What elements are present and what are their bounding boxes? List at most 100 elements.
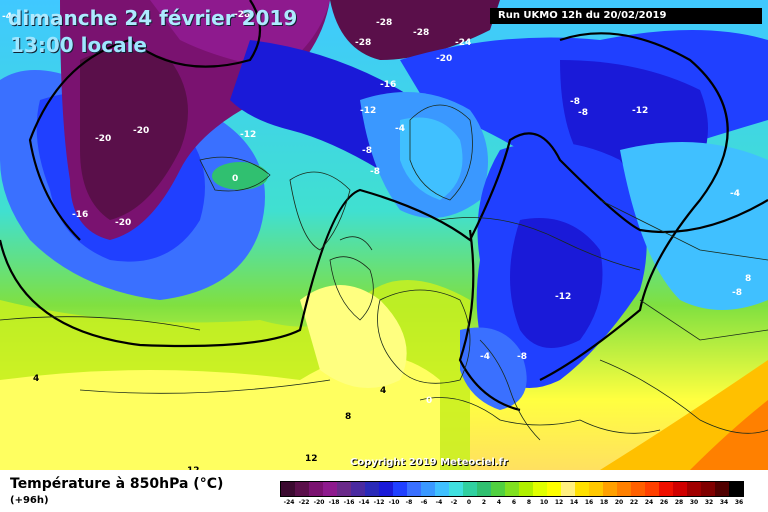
isotherm-label: -12 [632, 106, 648, 116]
isotherm-labels: -4 -28-28-28-28 -24-20-16-12-12-20-20-16-2… [2, 10, 751, 470]
isotherm-label: -20 [115, 218, 131, 228]
color-scale-tick: 28 [674, 499, 684, 506]
color-scale-cell [295, 482, 309, 496]
isotherm-label: -8 [570, 97, 580, 107]
isotherm-label: -28 [355, 38, 371, 48]
color-scale-tick: 14 [569, 499, 579, 506]
color-scale-cell [379, 482, 393, 496]
color-scale-cell [309, 482, 323, 496]
color-scale-cell [435, 482, 449, 496]
color-scale-tick: 8 [526, 499, 532, 506]
isotherm-label: -24 [455, 38, 471, 48]
isotherm-label: 12 [305, 454, 318, 464]
isotherm-label: -28 [413, 28, 429, 38]
color-scale-tick: 16 [584, 499, 594, 506]
color-scale-cell [393, 482, 407, 496]
color-scale-cell [561, 482, 575, 496]
isotherm-label: -20 [95, 134, 111, 144]
color-scale-tick: -6 [420, 499, 428, 506]
isotherm-label: -8 [362, 146, 372, 156]
copyright-label: Copyright 2019 Meteociel.fr [350, 457, 508, 468]
isotherm-label: 8 [745, 274, 751, 284]
color-scale-cell [463, 482, 477, 496]
isotherm-label: -4 [395, 124, 405, 134]
color-scale-tick: -20 [313, 499, 325, 506]
isotherm-label: -16 [72, 210, 88, 220]
color-scale-cell [505, 482, 519, 496]
color-scale-cell [589, 482, 603, 496]
coastlines [0, 104, 768, 441]
color-scale-tick: 22 [629, 499, 639, 506]
color-scale-cell [365, 482, 379, 496]
color-scale-tick: -12 [373, 499, 385, 506]
temperature-map: -4 -28 -28 -28 -28 -24 -20 -16 -12 -12 -20 -20 -16 -2… [0, 0, 768, 470]
color-scale-tick: -22 [298, 499, 310, 506]
color-scale-cell [603, 482, 617, 496]
color-scale-tick: -18 [328, 499, 340, 506]
color-scale-cell [617, 482, 631, 496]
legend-footer: Température à 850hPa (°C) (+96h) -24 -22-… [0, 470, 768, 512]
isotherm-label: 8 [345, 412, 351, 422]
isotherm-label: 0 [426, 396, 432, 406]
isotherm-label: 4 [33, 374, 39, 384]
color-scale-cell [421, 482, 435, 496]
color-scale-cell [323, 482, 337, 496]
color-scale-tick: 24 [644, 499, 654, 506]
color-scale-cell [631, 482, 645, 496]
isotherm-label: -8 [732, 288, 742, 298]
isotherm-label: -4 [480, 352, 490, 362]
isotherm-label: 4 [380, 386, 386, 396]
color-scale-cell [491, 482, 505, 496]
color-scale-cell [477, 482, 491, 496]
isotherm-label: -12 [240, 130, 256, 140]
color-scale-cell [687, 482, 701, 496]
run-info-label: Run UKMO 12h du 20/02/2019 [490, 8, 762, 24]
color-scale-cell [701, 482, 715, 496]
color-scale-tick: -24 [283, 499, 295, 506]
color-scale-cell [351, 482, 365, 496]
color-scale-tick: -2 [450, 499, 458, 506]
map-graphic: -4 -28-28-28-28 -24-20-16-12-12-20-20-16-2… [0, 0, 768, 470]
color-scale-tick: 18 [599, 499, 609, 506]
isotherm-label: -28 [234, 10, 250, 20]
color-scale-tick: -4 [435, 499, 443, 506]
iceland-warm-spot [212, 162, 268, 190]
color-scale-cell [673, 482, 687, 496]
forecast-date-title: dimanche 24 février 2019 [8, 6, 298, 30]
color-scale-tick: 26 [659, 499, 669, 506]
color-scale-cell [659, 482, 673, 496]
color-scale-cell [575, 482, 589, 496]
isotherm-label: -8 [578, 108, 588, 118]
variable-title: Température à 850hPa (°C) [10, 476, 224, 492]
color-scale-cell [407, 482, 421, 496]
isotherm-label: -8 [370, 167, 380, 177]
isotherm-label: -20 [436, 54, 452, 64]
color-scale-tick: -14 [358, 499, 370, 506]
color-scale-tick: 30 [689, 499, 699, 506]
color-scale-cell [645, 482, 659, 496]
color-scale-cell [715, 482, 729, 496]
isotherm-label: 12 [187, 466, 200, 470]
color-scale-cell [281, 482, 295, 496]
isotherm-label: -28 [376, 18, 392, 28]
isotherm-label: -12 [555, 292, 571, 302]
color-scale-tick: 2 [481, 499, 487, 506]
isotherm-label: -16 [380, 80, 396, 90]
forecast-offset-label: (+96h) [10, 495, 49, 506]
isotherm-label: -8 [517, 352, 527, 362]
isotherm-label: -20 [133, 126, 149, 136]
isotherm-label: -4 [2, 12, 12, 22]
color-scale-tick: 20 [614, 499, 624, 506]
color-scale-tick: 32 [704, 499, 714, 506]
color-scale-tick: -16 [343, 499, 355, 506]
isotherm-label: -12 [360, 106, 376, 116]
color-scale-cell [519, 482, 533, 496]
forecast-time-title: 13:00 locale [10, 33, 147, 57]
isotherm-label: 0 [232, 174, 238, 184]
color-scale-tick: -10 [388, 499, 400, 506]
color-scale-cell [337, 482, 351, 496]
color-scale-tick: 12 [554, 499, 564, 506]
color-scale-tick: -8 [405, 499, 413, 506]
color-scale [280, 481, 744, 497]
color-scale-tick: 10 [539, 499, 549, 506]
